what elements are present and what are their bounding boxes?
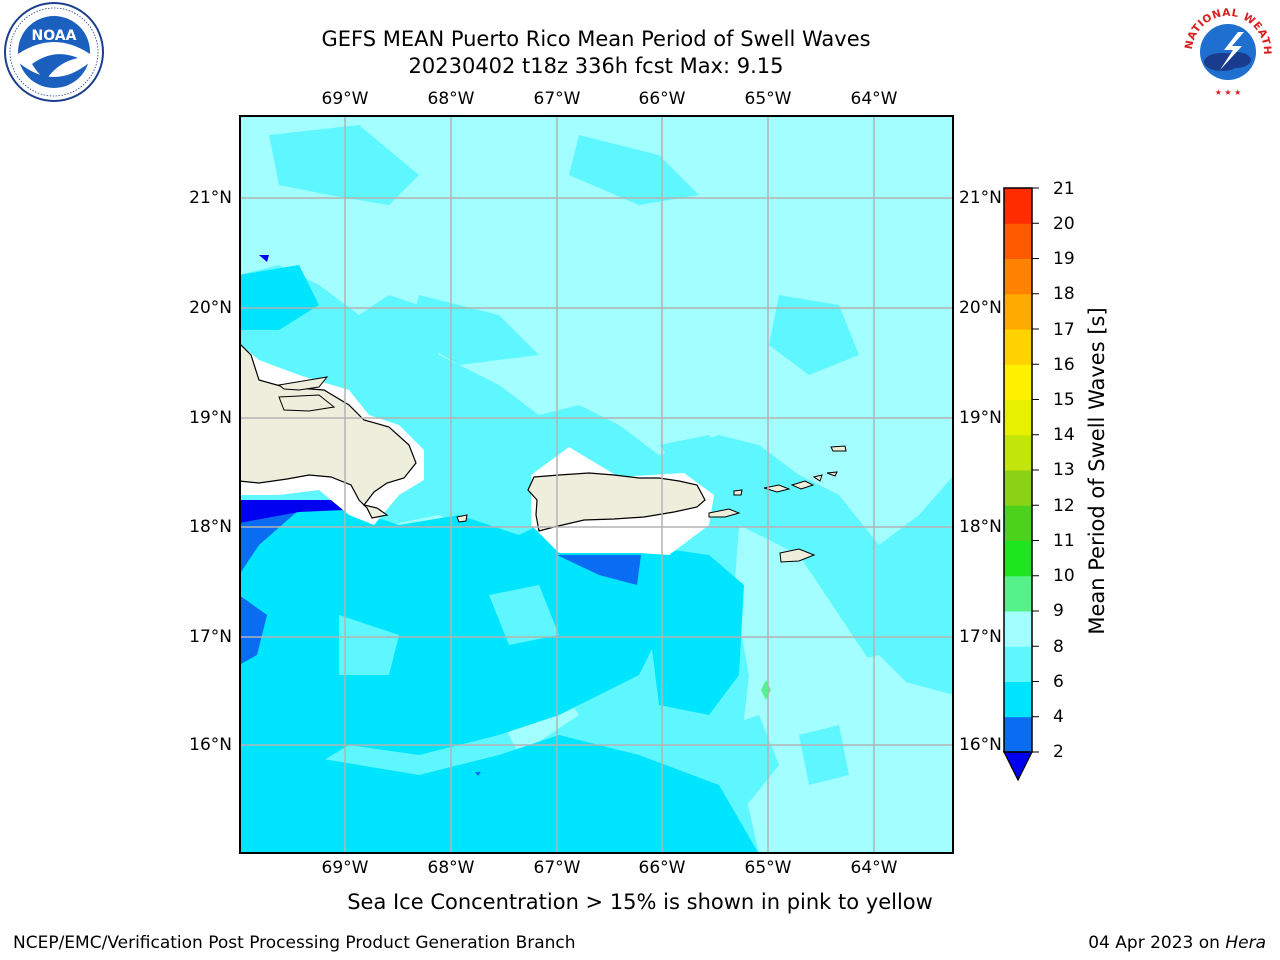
noaa-logo: NOAA <box>4 2 104 102</box>
anguilla-island <box>830 445 847 452</box>
bottom-lon-label: 65°W <box>744 858 792 878</box>
colorbar-tick-label: 2 <box>1053 742 1064 762</box>
right-lat-label: 16°N <box>959 735 1002 755</box>
anegada-island <box>826 471 838 477</box>
puerto-rico-island <box>527 472 706 532</box>
st-croix-island <box>779 548 816 563</box>
hispaniola-north-coast <box>278 394 336 412</box>
top-lon-label: 66°W <box>638 89 686 109</box>
mona-island <box>456 514 468 523</box>
top-lon-label: 69°W <box>321 89 369 109</box>
colorbar-extend-arrow <box>1003 751 1033 782</box>
colorbar-segment <box>1004 434 1032 471</box>
colorbar-tick-label: 16 <box>1053 355 1075 375</box>
colorbar-tick-label: 15 <box>1053 390 1075 410</box>
colorbar-segment <box>1004 293 1032 330</box>
right-lat-label: 17°N <box>959 627 1002 647</box>
colorbar-tick-label: 17 <box>1053 320 1075 340</box>
colorbar-segment <box>1004 223 1032 259</box>
graticule <box>239 115 954 854</box>
colorbar-segment <box>1004 258 1032 295</box>
right-lat-label: 19°N <box>959 408 1002 428</box>
national-weather-service-logo: NATIONAL WEATHER SERVICE ★ ★ ★ <box>1178 0 1275 99</box>
tortola-island <box>790 480 815 490</box>
tortuga-island <box>277 376 329 391</box>
colorbar-segment <box>1004 399 1032 436</box>
top-lon-label: 65°W <box>744 89 792 109</box>
footer-host: Hera <box>1225 933 1266 953</box>
right-lat-label: 20°N <box>959 298 1002 318</box>
st-thomas-island <box>763 484 791 493</box>
colorbar-tick-label: 13 <box>1053 460 1075 480</box>
bottom-lon-label: 68°W <box>427 858 475 878</box>
colorbar-segment <box>1004 646 1032 682</box>
colorbar-tick-label: 10 <box>1053 566 1075 586</box>
top-lon-label: 64°W <box>850 89 898 109</box>
left-lat-label: 16°N <box>189 735 232 755</box>
colorbar-label: Mean Period of Swell Waves [s] <box>1085 307 1109 635</box>
svg-text:★ ★ ★: ★ ★ ★ <box>1215 88 1242 97</box>
colorbar-tick-label: 18 <box>1053 284 1075 304</box>
colorbar-tick-label: 11 <box>1053 531 1075 551</box>
colorbar-segment <box>1004 540 1032 577</box>
colorbar-tick-label: 20 <box>1053 214 1075 234</box>
colorbar-tick-label: 19 <box>1053 249 1075 269</box>
colorbar <box>1003 187 1039 782</box>
colorbar-segment <box>1004 611 1032 647</box>
top-lon-label: 68°W <box>427 89 475 109</box>
left-lat-label: 21°N <box>189 188 232 208</box>
map-panel <box>239 115 954 854</box>
colorbar-segment <box>1004 505 1032 541</box>
left-lat-label: 20°N <box>189 298 232 318</box>
left-lat-label: 19°N <box>189 408 232 428</box>
noaa-logo-text: NOAA <box>32 28 77 44</box>
top-lon-label: 67°W <box>533 89 581 109</box>
swell-field-8-9s <box>239 115 954 854</box>
sea-ice-note: Sea Ice Concentration > 15% is shown in … <box>347 890 933 914</box>
right-lat-label: 21°N <box>959 188 1002 208</box>
culebra-island <box>733 489 743 496</box>
colorbar-tick-label: 6 <box>1053 672 1064 692</box>
footer-date-host: 04 Apr 2023 on Hera <box>1088 933 1266 953</box>
bottom-lon-label: 66°W <box>638 858 686 878</box>
colorbar-tick-label: 9 <box>1053 601 1064 621</box>
colorbar-tick-label: 4 <box>1053 707 1064 727</box>
colorbar-segment <box>1004 188 1032 224</box>
footer-date: 04 Apr 2023 on <box>1088 933 1226 953</box>
bottom-lon-label: 69°W <box>321 858 369 878</box>
colorbar-segment <box>1004 575 1032 612</box>
colorbar-segment <box>1004 364 1032 400</box>
colorbar-tick-marks <box>1032 187 1039 753</box>
right-lat-label: 18°N <box>959 517 1002 537</box>
colorbar-tick-label: 12 <box>1053 496 1075 516</box>
swell-field-4-6s <box>239 265 779 854</box>
colorbar-tick-label: 14 <box>1053 425 1075 445</box>
hispaniola-island <box>239 342 417 519</box>
map-frame <box>239 115 954 854</box>
vieques-island <box>708 508 741 518</box>
colorbar-segment <box>1004 329 1032 365</box>
bottom-lon-label: 64°W <box>850 858 898 878</box>
virgin-gorda-island <box>812 474 823 482</box>
colorbar-segment <box>1004 716 1032 753</box>
colorbar-segment <box>1004 681 1032 718</box>
swell-field-2-4s <box>239 255 641 776</box>
bottom-lon-label: 67°W <box>533 858 581 878</box>
colorbar-segments <box>1004 188 1032 753</box>
map-subtitle: 20230402 t18z 336h fcst Max: 9.15 <box>408 54 784 78</box>
colorbar-segment <box>1004 470 1032 506</box>
footer-credit: NCEP/EMC/Verification Post Processing Pr… <box>13 933 576 953</box>
colorbar-tick-label: 21 <box>1053 179 1075 199</box>
swell-field-below-2s <box>239 500 344 523</box>
left-lat-label: 18°N <box>189 517 232 537</box>
left-lat-label: 17°N <box>189 627 232 647</box>
map-title: GEFS MEAN Puerto Rico Mean Period of Swe… <box>321 27 871 51</box>
colorbar-tick-label: 8 <box>1053 637 1064 657</box>
